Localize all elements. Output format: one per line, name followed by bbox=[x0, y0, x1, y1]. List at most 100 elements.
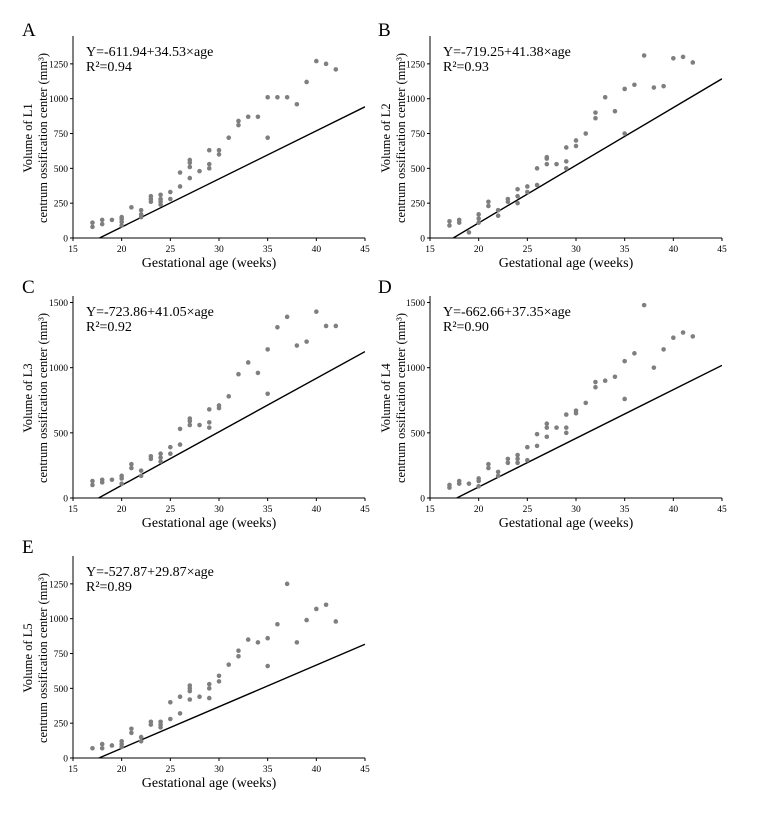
data-point bbox=[563, 159, 569, 164]
panel-letter: B bbox=[378, 20, 391, 41]
x-axis-label: Gestational age (weeks) bbox=[142, 256, 277, 271]
panel-letter: D bbox=[378, 277, 392, 298]
data-point bbox=[495, 207, 501, 213]
x-tick-label: 35 bbox=[620, 245, 630, 255]
x-tick-label: 20 bbox=[117, 765, 127, 775]
y-axis-label-line1: Volume of L5 bbox=[21, 623, 35, 692]
x-axis-label: Gestational age (weeks) bbox=[142, 516, 277, 531]
chart-panel-b: B 15 20 25 30 35 40 45 0 250 500 750 1000 1250 Y=-719.… bbox=[378, 20, 727, 271]
regression-equation: Y=-611.94+34.53×age bbox=[86, 45, 213, 60]
data-point bbox=[129, 205, 134, 210]
data-point bbox=[148, 193, 154, 199]
x-tick-label: 45 bbox=[717, 505, 727, 515]
data-point bbox=[197, 422, 202, 428]
y-tick-label: 1000 bbox=[49, 615, 68, 625]
data-point bbox=[525, 184, 530, 189]
data-point bbox=[593, 110, 598, 115]
data-point bbox=[486, 199, 491, 205]
regression-line bbox=[452, 78, 722, 238]
r-squared-label: R²=0.89 bbox=[86, 580, 132, 595]
data-point bbox=[206, 407, 212, 412]
data-point bbox=[294, 343, 300, 348]
r-squared-label: R²=0.93 bbox=[443, 60, 489, 75]
data-point bbox=[168, 196, 173, 202]
data-point bbox=[138, 738, 144, 744]
data-point bbox=[314, 309, 319, 314]
y-tick-label: 1250 bbox=[49, 580, 68, 590]
data-point bbox=[515, 186, 520, 192]
data-point bbox=[177, 694, 183, 700]
x-axis-label: Gestational age (weeks) bbox=[142, 776, 277, 791]
data-point bbox=[119, 223, 124, 228]
data-point bbox=[563, 425, 569, 430]
data-point bbox=[158, 455, 163, 460]
data-point bbox=[129, 465, 134, 471]
data-point bbox=[641, 302, 647, 308]
data-point bbox=[168, 444, 173, 450]
data-point bbox=[265, 94, 270, 100]
data-point bbox=[323, 61, 329, 67]
data-point bbox=[515, 200, 520, 206]
regression-line bbox=[456, 364, 722, 498]
data-point bbox=[573, 143, 579, 149]
data-point bbox=[138, 212, 144, 217]
y-tick-label: 1250 bbox=[49, 60, 68, 70]
x-tick-label: 40 bbox=[312, 245, 322, 255]
x-tick-label: 40 bbox=[669, 245, 679, 255]
data-point bbox=[255, 640, 261, 645]
data-point bbox=[534, 431, 540, 437]
data-point bbox=[622, 131, 627, 136]
data-point bbox=[651, 85, 657, 90]
data-point bbox=[265, 635, 270, 641]
data-point bbox=[226, 662, 232, 667]
data-point bbox=[602, 94, 608, 100]
data-point bbox=[641, 53, 647, 58]
data-point bbox=[632, 351, 637, 356]
data-point bbox=[265, 135, 270, 140]
x-axis-label: Gestational age (weeks) bbox=[499, 256, 634, 271]
data-point bbox=[187, 175, 193, 181]
data-point bbox=[661, 83, 666, 89]
data-point bbox=[622, 86, 627, 92]
data-point bbox=[456, 478, 462, 484]
y-tick-label: 1500 bbox=[406, 299, 425, 309]
data-point bbox=[245, 360, 251, 365]
data-point bbox=[158, 192, 163, 198]
data-point bbox=[525, 444, 530, 450]
y-tick-label: 1000 bbox=[406, 95, 425, 105]
data-point bbox=[534, 443, 540, 449]
data-point bbox=[197, 168, 202, 174]
y-tick-label: 750 bbox=[54, 130, 69, 140]
x-tick-label: 20 bbox=[117, 245, 127, 255]
y-tick-label: 1000 bbox=[49, 364, 68, 374]
data-point bbox=[216, 673, 222, 679]
data-point bbox=[304, 339, 309, 344]
data-point bbox=[236, 122, 241, 128]
data-point bbox=[158, 196, 163, 202]
data-point bbox=[447, 218, 452, 224]
chart-panel-c: C 15 20 25 30 35 40 45 0 500 1000 1500 Y=-723.86+41.… bbox=[21, 277, 370, 531]
x-tick-label: 30 bbox=[214, 765, 224, 775]
data-point bbox=[583, 400, 589, 406]
data-point bbox=[187, 697, 193, 702]
data-point bbox=[333, 67, 339, 72]
data-point bbox=[661, 347, 666, 352]
y-axis-label-line2: centrum ossification center (mm³) bbox=[36, 53, 50, 223]
data-point bbox=[109, 217, 115, 223]
r-squared-label: R²=0.90 bbox=[443, 320, 489, 335]
data-point bbox=[476, 212, 481, 217]
panel-letter: C bbox=[22, 277, 35, 298]
data-point bbox=[168, 451, 173, 456]
data-point bbox=[671, 55, 676, 61]
y-tick-label: 500 bbox=[54, 165, 69, 175]
data-point bbox=[486, 461, 491, 467]
data-point bbox=[544, 161, 550, 167]
data-point bbox=[129, 726, 134, 732]
y-axis-label-line2: centrum ossification center (mm³) bbox=[36, 313, 50, 483]
data-point bbox=[544, 154, 550, 160]
data-point bbox=[138, 734, 144, 740]
data-point bbox=[651, 365, 657, 370]
y-axis-label-line1: Volume of L1 bbox=[21, 103, 35, 172]
y-axis-label-line1: Volume of L3 bbox=[21, 363, 35, 432]
data-point bbox=[177, 426, 183, 432]
